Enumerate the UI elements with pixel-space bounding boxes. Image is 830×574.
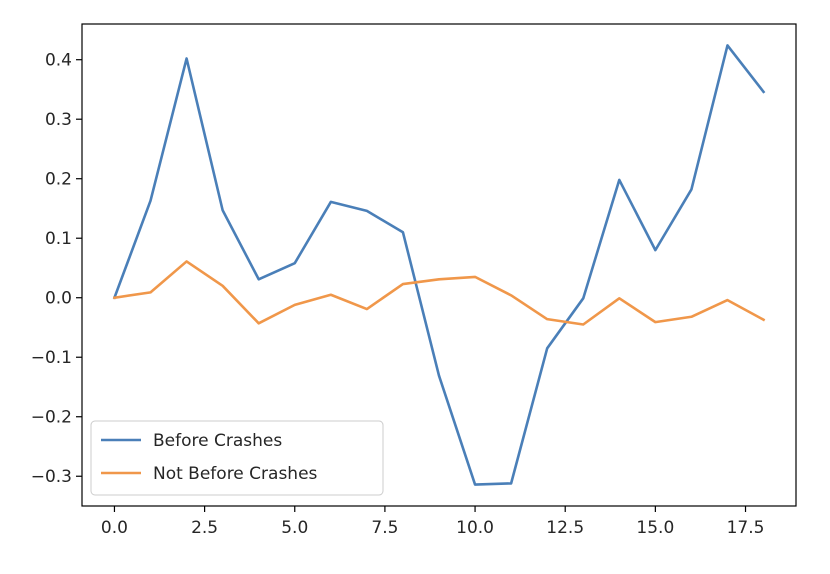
x-tick-label: 10.0 [456, 518, 494, 538]
series-line-not-before-crashes [112, 260, 766, 326]
y-tick-label: 0.4 [45, 51, 72, 71]
plot-border [81, 23, 797, 507]
legend-label: Before Crashes [153, 431, 282, 451]
x-tick-label: 0.0 [101, 518, 128, 538]
x-axis: 0.0 2.5 5.0 7.5 10.0 12.5 15.0 17.5 [101, 506, 765, 538]
series-layer [112, 44, 766, 486]
y-tick-label: 0.3 [45, 110, 72, 130]
legend: Before Crashes Not Before Crashes [90, 420, 384, 496]
y-tick-label: 0.0 [45, 289, 72, 309]
y-tick-label: 0.1 [45, 229, 72, 249]
y-tick-label: 0.2 [45, 170, 72, 190]
x-tick-label: 2.5 [191, 518, 218, 538]
x-tick-label: 5.0 [281, 518, 308, 538]
legend-label: Not Before Crashes [153, 464, 318, 484]
x-tick-label: 12.5 [546, 518, 584, 538]
x-tick-label: 7.5 [371, 518, 398, 538]
x-tick-label: 15.0 [636, 518, 674, 538]
y-axis: −0.3 −0.2 −0.1 0.0 0.1 0.2 0.3 0.4 [31, 51, 82, 487]
plot-frame [81, 23, 797, 507]
y-tick-label: −0.3 [31, 467, 72, 487]
legend-box [90, 420, 384, 496]
x-tick-label: 17.5 [727, 518, 765, 538]
series-line-before-crashes [112, 44, 766, 486]
y-tick-label: −0.1 [31, 348, 72, 368]
y-tick-label: −0.2 [31, 408, 72, 428]
